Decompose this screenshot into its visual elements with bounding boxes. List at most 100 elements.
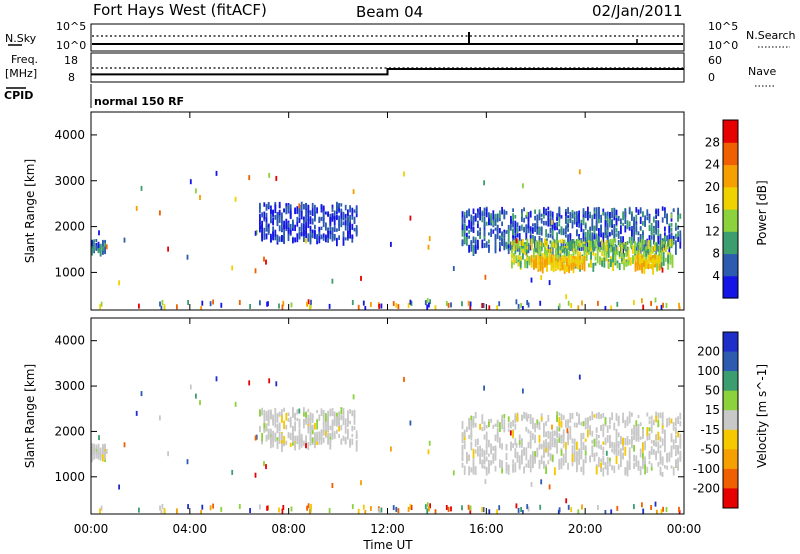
power-cell	[641, 298, 643, 304]
velocity-cell	[518, 464, 521, 468]
velocity-cell	[672, 439, 675, 443]
power-cell	[333, 217, 336, 226]
power-cell	[526, 211, 529, 217]
velocity-cell	[138, 507, 140, 513]
velocity-cell	[268, 378, 271, 384]
velocity-cell	[646, 466, 649, 473]
velocity-cell	[347, 419, 349, 423]
velocity-cell	[576, 411, 578, 417]
velocity-cell	[263, 461, 265, 467]
power-cell	[267, 227, 270, 235]
velocity-cell	[587, 422, 589, 429]
velocity-cell	[314, 438, 316, 447]
power-cell	[585, 240, 588, 244]
power-cell	[518, 225, 521, 232]
velocity-cell	[661, 412, 664, 419]
velocity-cell	[613, 465, 616, 474]
velocity-cell	[342, 435, 345, 441]
velocity-cell	[678, 510, 681, 514]
power-cell	[565, 243, 567, 249]
power-cell	[572, 243, 575, 251]
power-cell	[641, 263, 643, 272]
power-cell	[517, 254, 520, 260]
velocity-cell	[591, 440, 594, 444]
power-cell	[195, 188, 197, 194]
velocity-cell	[657, 419, 660, 428]
velocity-cell	[569, 435, 572, 440]
velocity-cell	[461, 505, 463, 511]
power-cell	[468, 235, 470, 239]
power-cell	[505, 230, 508, 234]
velocity-cell	[494, 423, 497, 427]
velocity-cell	[201, 504, 204, 510]
power-cell	[320, 216, 323, 221]
velocity-cell	[679, 433, 682, 438]
velocity-cell	[598, 444, 600, 449]
power-cell	[651, 246, 654, 253]
power-cell	[632, 245, 634, 254]
velocity-cell	[626, 416, 629, 426]
power-cell	[580, 247, 583, 251]
power-cell	[616, 263, 619, 269]
velocity-cell	[600, 444, 602, 450]
power-cell	[640, 239, 643, 248]
power-cell	[303, 227, 305, 236]
power-cell	[589, 237, 591, 245]
velocity-cell	[479, 452, 481, 456]
velocity-cell	[472, 448, 475, 459]
power-cell	[536, 218, 539, 227]
velocity-cell	[355, 440, 358, 446]
power-cell	[577, 238, 579, 247]
power-cell	[309, 304, 311, 310]
velocity-cell	[628, 439, 631, 445]
velocity-cell	[467, 504, 470, 510]
power-cell	[550, 263, 553, 268]
velocity-cell	[580, 433, 583, 441]
velocity-cell	[514, 423, 517, 430]
power-cell	[595, 214, 598, 224]
power-cell	[600, 214, 602, 223]
power-cell	[614, 255, 617, 264]
velocity-cell	[468, 466, 470, 476]
power-cell	[644, 239, 646, 246]
power-cell	[331, 278, 334, 284]
velocity-cell	[659, 412, 662, 419]
velocity-cell	[378, 507, 381, 513]
power-cell	[620, 225, 622, 235]
power-cell	[565, 234, 567, 238]
power-cell	[355, 227, 358, 237]
power-cell	[285, 218, 288, 226]
power-cell	[544, 254, 546, 259]
velocity-cell	[562, 415, 565, 420]
power-cell	[617, 215, 620, 222]
power-cell	[569, 233, 572, 238]
power-cell	[485, 221, 488, 226]
date-label: 02/Jan/2011	[592, 2, 683, 20]
power-cell	[95, 245, 98, 251]
power-cell	[519, 262, 522, 269]
power-cell	[549, 247, 552, 253]
velocity-cell	[580, 436, 583, 447]
power-cell	[558, 303, 561, 309]
power-cell	[261, 230, 263, 239]
power-cell	[468, 244, 470, 249]
power-colorbar-swatch	[723, 142, 738, 166]
power-cell	[578, 169, 581, 175]
power-cell	[556, 243, 558, 250]
power-cell	[104, 239, 106, 243]
power-cell	[316, 234, 318, 239]
velocity-cell	[648, 433, 651, 441]
velocity-cell	[529, 439, 532, 449]
velocity-cell	[287, 432, 290, 439]
velocity-cell	[283, 435, 285, 444]
power-cell	[530, 262, 533, 268]
power-cell	[618, 262, 621, 271]
power-cell	[289, 207, 292, 211]
power-cell	[635, 246, 638, 252]
power-cell	[572, 248, 575, 253]
velocity-cell	[624, 446, 627, 456]
power-cell	[610, 247, 612, 253]
velocity-cell	[474, 439, 477, 447]
velocity-cell	[657, 444, 660, 454]
velocity-colorbar-swatch	[723, 468, 738, 489]
